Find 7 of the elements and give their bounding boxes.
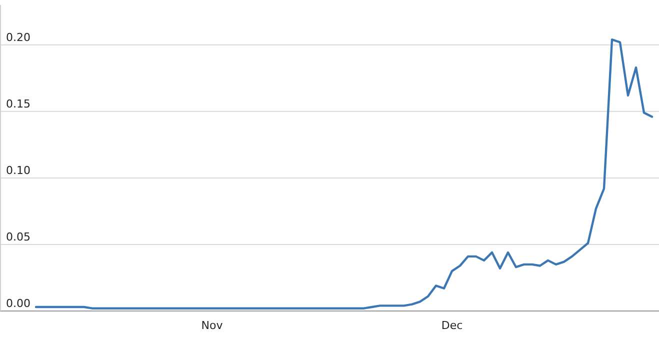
y-tick-label: 0.15 xyxy=(6,97,30,110)
x-tick-label: Dec xyxy=(441,319,463,332)
y-tick-label: 0.00 xyxy=(6,297,30,310)
x-tick-label: Nov xyxy=(201,319,224,332)
y-tick-label: 0.10 xyxy=(6,164,30,177)
y-tick-label: 0.05 xyxy=(6,230,30,244)
y-tick-label: 0.20 xyxy=(6,30,30,44)
